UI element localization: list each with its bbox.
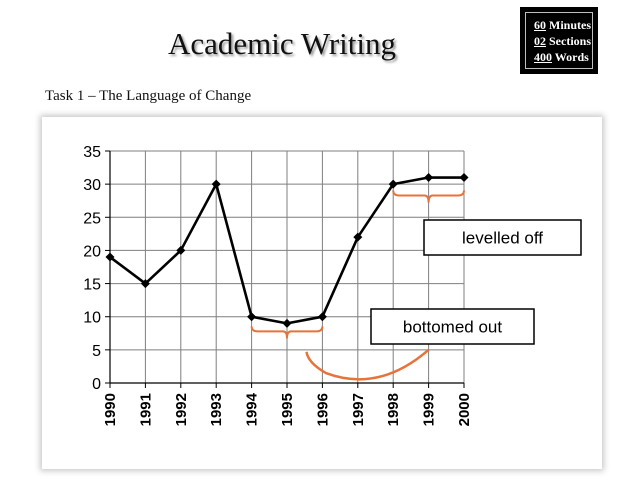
bottomed-out-arrow bbox=[305, 348, 430, 381]
x-tick-label: 2000 bbox=[456, 393, 473, 426]
exam-info-badge: 60 Minutes 02 Sections 400 Words bbox=[520, 7, 598, 74]
bottomed-out-box bbox=[370, 308, 535, 345]
levelled-off-label: levelled off bbox=[462, 229, 543, 248]
x-tick-label: 1998 bbox=[385, 393, 402, 426]
data-point bbox=[424, 173, 434, 183]
data-point bbox=[317, 312, 327, 322]
minutes-count: 60 bbox=[534, 18, 546, 32]
y-tick-label: 0 bbox=[92, 376, 101, 393]
words-label: Words bbox=[552, 50, 589, 64]
data-point bbox=[459, 173, 469, 183]
x-tick-label: 1995 bbox=[279, 393, 296, 426]
bottomed-out-label: bottomed out bbox=[403, 318, 503, 337]
sections-count: 02 bbox=[534, 34, 546, 48]
x-tick-label: 1991 bbox=[137, 393, 154, 426]
sections-label: Sections bbox=[546, 34, 591, 48]
minutes-label: Minutes bbox=[546, 18, 591, 32]
data-point bbox=[105, 252, 115, 262]
words-count: 400 bbox=[534, 50, 552, 64]
x-tick-label: 1999 bbox=[421, 393, 438, 426]
x-tick-label: 1996 bbox=[314, 393, 331, 426]
y-tick-label: 10 bbox=[83, 310, 101, 327]
y-tick-label: 5 bbox=[92, 343, 101, 360]
x-tick-label: 1990 bbox=[102, 393, 119, 426]
x-tick-label: 1994 bbox=[244, 392, 261, 426]
data-point bbox=[353, 232, 363, 242]
x-tick-label: 1997 bbox=[350, 393, 367, 426]
task-subtitle: Task 1 – The Language of Change bbox=[45, 88, 252, 104]
chart-frame: 0 5 10 15 20 25 30 35 1990 1991 1992 1993 1994 1995 19… bbox=[42, 117, 602, 469]
y-tick-label: 35 bbox=[83, 144, 101, 161]
y-tick-label: 30 bbox=[83, 177, 101, 194]
levelled-off-box bbox=[423, 219, 582, 256]
data-point bbox=[247, 312, 257, 322]
data-point bbox=[388, 179, 398, 189]
data-point bbox=[140, 279, 150, 289]
data-point bbox=[211, 179, 221, 189]
x-tick-label: 1993 bbox=[208, 393, 225, 426]
y-tick-label: 20 bbox=[83, 243, 101, 260]
y-tick-label: 15 bbox=[83, 277, 101, 294]
x-tick-label: 1992 bbox=[173, 393, 190, 426]
line-chart: 0 5 10 15 20 25 30 35 1990 1991 1992 1993 1994 1995 19… bbox=[83, 144, 582, 426]
data-point bbox=[282, 318, 292, 328]
page-title: Academic Writing bbox=[168, 26, 397, 61]
data-point bbox=[176, 245, 186, 255]
y-tick-label: 25 bbox=[83, 210, 101, 227]
